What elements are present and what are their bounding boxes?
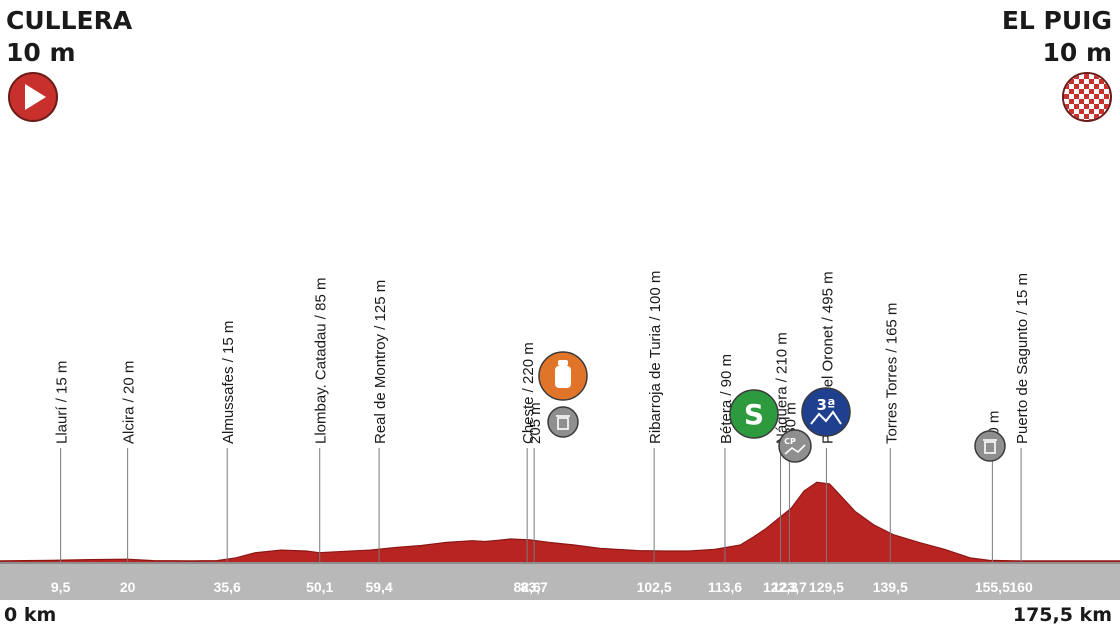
trash-icon: [547, 406, 579, 438]
waypoint-label: 205 m: [527, 402, 544, 444]
km-tick-label: 155,5: [975, 579, 1010, 595]
finish-altitude: 10 m: [1042, 38, 1112, 67]
svg-text:3ª: 3ª: [817, 396, 836, 414]
waypoint-label: Llaurí / 15 m: [54, 361, 71, 444]
km-tick-label: 59,4: [365, 579, 392, 595]
km-tick-label: 20: [120, 579, 136, 595]
km-tick-label: 83,7: [521, 579, 548, 595]
finish-city: EL PUIG: [1001, 6, 1112, 35]
sprint-s-icon: S: [729, 389, 779, 439]
distance-end-label: 175,5 km: [1012, 604, 1112, 626]
elevation-profile-area: [0, 481, 1120, 564]
waypoint-label: Almussafes / 15 m: [220, 321, 237, 444]
trash-icon: [974, 430, 1006, 462]
start-altitude: 10 m: [6, 38, 76, 67]
cp-icon: CP: [778, 429, 812, 463]
km-tick-label: 35,6: [214, 579, 241, 595]
waypoint-label: Real de Montroy / 125 m: [372, 280, 389, 444]
km-tick-label: 82,6: [514, 579, 541, 595]
km-tick-label: 50,1: [306, 579, 333, 595]
waypoint-label: Ribarroja de Turia / 100 m: [647, 271, 664, 444]
km-band: [0, 563, 1120, 600]
distance-start-label: 0 km: [4, 604, 57, 626]
bottle-icon: [538, 351, 588, 401]
waypoint-label: Alcira / 20 m: [121, 361, 138, 444]
km-tick-label: 102,5: [637, 579, 672, 595]
km-tick-label: 9,5: [51, 579, 71, 595]
finish-checkered-icon: [1062, 72, 1112, 122]
waypoint-label: Torres Torres / 165 m: [883, 303, 900, 444]
waypoint-label: Llombay. Catadau / 85 m: [313, 278, 330, 444]
start-city: CULLERA: [6, 6, 133, 35]
km-tick-label: 122,3: [763, 579, 798, 595]
km-tick-label: 113,6: [708, 579, 742, 595]
waypoint-label: Bétera / 90 m: [718, 354, 735, 444]
svg-text:S: S: [744, 398, 764, 431]
mountain-3rd-category-icon: 3ª: [801, 387, 851, 437]
waypoint-label: Cheste / 220 m: [520, 342, 537, 444]
km-tick-label: 123,7: [772, 579, 807, 595]
km-tick-label: 129,5: [809, 579, 844, 595]
km-tick-label: 160: [1009, 579, 1033, 595]
start-play-icon: [8, 72, 58, 122]
waypoint-label: Puerto de Sagunto / 15 m: [1014, 273, 1031, 444]
km-tick-label: 139,5: [873, 579, 908, 595]
svg-text:CP: CP: [784, 437, 796, 446]
